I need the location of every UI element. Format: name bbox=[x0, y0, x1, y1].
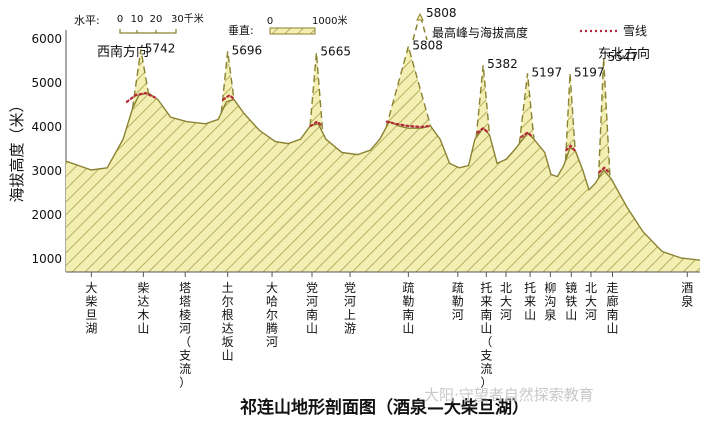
y-axis: 海拔高度（米） 6000 5000 4000 3000 2000 1000 bbox=[8, 30, 67, 272]
peak-outline-7 bbox=[597, 57, 611, 179]
place-label-3: 土尔根达坂山 bbox=[222, 281, 234, 363]
snowline-segment-2 bbox=[309, 120, 324, 128]
terrain-profile-outline bbox=[65, 92, 701, 261]
legend-snowline-label: 雪线 bbox=[623, 24, 647, 38]
peak-outline-5 bbox=[518, 73, 535, 144]
place-labels: 大柴旦湖 柴达木山 塔塔棱河（支流） 土尔根达坂山 大哈尔腾河 党河南山 党河上游 疏勒南山 疏… bbox=[85, 272, 693, 390]
y-tick-3000: 3000 bbox=[31, 164, 62, 178]
peak-markers bbox=[131, 43, 611, 179]
horizontal-tick-30: 30千米 bbox=[171, 12, 204, 25]
peak-fill-7 bbox=[598, 57, 610, 179]
direction-northeast: 东北方向 bbox=[598, 46, 650, 62]
horizontal-tick-10: 10 bbox=[131, 14, 144, 25]
y-tick-1000: 1000 bbox=[31, 252, 62, 266]
snowline-segment-0 bbox=[125, 91, 156, 103]
peak-label-2: 5665 bbox=[320, 45, 351, 59]
legend-peak-label: 最高峰与海拔高度 bbox=[432, 25, 528, 40]
horizontal-tick-0: 0 bbox=[117, 14, 123, 25]
legend-peak-value: 5808 bbox=[426, 6, 457, 20]
peak-label-4: 5382 bbox=[487, 57, 518, 71]
horizontal-tick-20: 20 bbox=[150, 14, 163, 25]
place-label-7: 疏勒南山 bbox=[402, 280, 414, 336]
snowline-segment-7 bbox=[598, 166, 610, 174]
peak-fill-6 bbox=[565, 73, 576, 161]
snowline-segment-6 bbox=[565, 144, 576, 152]
place-label-16: 酒泉 bbox=[681, 281, 693, 309]
place-label-11: 托来山 bbox=[524, 281, 536, 322]
snowline-segment-1 bbox=[222, 93, 236, 101]
peak-outline-1 bbox=[220, 51, 235, 113]
peak-fill-3 bbox=[386, 46, 431, 128]
peak-label-3: 5808 bbox=[412, 38, 443, 52]
y-tick-6000: 6000 bbox=[31, 32, 62, 46]
place-label-12: 柳沟泉 bbox=[544, 281, 556, 322]
snowline-segment-3 bbox=[385, 120, 432, 129]
snowline-segment-4 bbox=[476, 126, 490, 134]
symbol-legend: 5808 最高峰与海拔高度 雪线 bbox=[412, 6, 647, 41]
diagram-title: 祁连山地形剖面图（酒泉—大柴旦湖） bbox=[240, 397, 529, 418]
peak-fill-5 bbox=[519, 73, 534, 144]
place-label-0: 大柴旦湖 bbox=[85, 281, 97, 336]
place-label-5: 党河南山 bbox=[306, 280, 318, 336]
y-tick-2000: 2000 bbox=[31, 208, 62, 222]
place-label-10: 北大河 bbox=[500, 281, 512, 322]
place-label-13: 镜铁山 bbox=[565, 280, 577, 322]
peak-outline-6 bbox=[564, 73, 576, 161]
place-label-2: 塔塔棱河（支流） bbox=[179, 281, 191, 390]
place-label-8: 疏勒河 bbox=[452, 280, 464, 322]
peak-fill-4 bbox=[476, 65, 490, 138]
y-tick-5000: 5000 bbox=[31, 76, 62, 90]
watermark: 大阳·守望者自然探索教育 bbox=[424, 386, 594, 404]
vertical-scale-bar bbox=[269, 27, 316, 35]
vertical-tick-1000: 1000米 bbox=[312, 14, 347, 27]
legend-peak-dot bbox=[416, 12, 424, 21]
peak-label-0: 5742 bbox=[145, 41, 176, 55]
peak-label-5: 5197 bbox=[532, 65, 563, 79]
peak-label-7: 5547 bbox=[608, 50, 639, 64]
place-label-6: 党河上游 bbox=[344, 280, 356, 336]
peak-fill-2 bbox=[310, 52, 323, 133]
direction-southwest: 西南方向 bbox=[97, 44, 149, 60]
peak-outline-2 bbox=[309, 52, 324, 133]
horizontal-scale-bar bbox=[119, 29, 177, 34]
place-label-9: 托来南山（支流） bbox=[480, 281, 492, 390]
vertical-scale-label: 垂直: bbox=[228, 23, 254, 37]
snowline-segments bbox=[125, 91, 610, 174]
horizontal-scale-label: 水平: bbox=[74, 14, 100, 27]
peak-outline-3 bbox=[385, 43, 432, 128]
terrain-profile-area bbox=[66, 93, 700, 272]
place-label-14: 北大河 bbox=[585, 281, 597, 322]
legend-peak-symbol bbox=[412, 11, 428, 41]
y-tick-4000: 4000 bbox=[31, 120, 62, 134]
vertical-tick-0: 0 bbox=[267, 16, 273, 27]
peak-outline-0 bbox=[131, 49, 150, 109]
peak-label-6: 5197 bbox=[574, 65, 605, 79]
place-label-4: 大哈尔腾河 bbox=[266, 281, 278, 349]
scale-legend: 水平: 0 10 20 30千米 垂直: 0 1000米 bbox=[74, 12, 347, 37]
peak-outline-4 bbox=[475, 65, 491, 138]
place-label-15: 走廊南山 bbox=[607, 281, 619, 336]
snowline-segment-5 bbox=[520, 131, 534, 139]
y-axis-label: 海拔高度（米） bbox=[8, 97, 26, 202]
place-label-1: 柴达木山 bbox=[137, 281, 149, 336]
peak-label-1: 5696 bbox=[232, 43, 263, 57]
